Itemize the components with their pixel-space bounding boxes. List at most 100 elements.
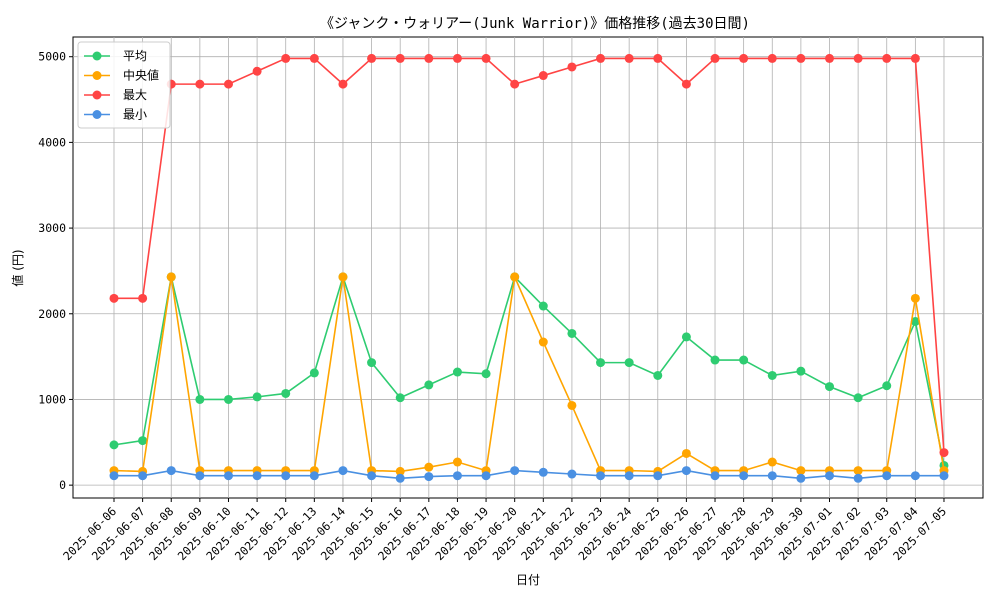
data-point (853, 473, 863, 483)
data-point (223, 79, 233, 89)
legend-label: 最大 (123, 88, 147, 102)
data-point (767, 457, 777, 467)
data-point (481, 53, 491, 63)
data-point (653, 370, 663, 380)
data-point (596, 471, 606, 481)
data-point (138, 471, 148, 481)
data-point (624, 471, 634, 481)
data-point (109, 471, 119, 481)
data-point (681, 79, 691, 89)
y-tick-label: 3000 (38, 221, 66, 235)
legend-label: 最小 (123, 108, 147, 122)
data-point (767, 370, 777, 380)
series-line (113, 274, 945, 473)
legend-label: 中央値 (123, 68, 159, 83)
data-point (653, 471, 663, 481)
data-point (567, 400, 577, 410)
chart-title: 《ジャンク・ウォリアー(Junk Warrior)》価格推移(過去30日間) (320, 16, 750, 32)
data-point (109, 440, 119, 450)
data-point (452, 367, 462, 377)
data-point (252, 66, 262, 76)
data-point (195, 394, 205, 404)
y-tick-label: 4000 (38, 135, 66, 149)
data-point (710, 471, 720, 481)
data-point (252, 471, 262, 481)
grid-lines (73, 37, 983, 498)
series-0 (109, 272, 949, 470)
data-point (338, 466, 348, 476)
data-point (567, 328, 577, 338)
data-point (109, 293, 119, 303)
data-point (882, 381, 892, 391)
data-point (853, 393, 863, 403)
series-line (113, 274, 945, 466)
y-axis-label: 値 (円) (10, 249, 25, 286)
data-point (739, 471, 749, 481)
y-tick-label: 1000 (38, 392, 66, 406)
data-point (567, 469, 577, 479)
data-point (424, 462, 434, 472)
data-point (538, 301, 548, 311)
data-point (395, 473, 405, 483)
data-point (681, 332, 691, 342)
data-point (596, 358, 606, 368)
data-point (910, 471, 920, 481)
data-point (395, 53, 405, 63)
y-axis-ticks: 0 1000 2000 3000 4000 5000 (38, 50, 73, 492)
data-point (596, 53, 606, 63)
data-point (739, 355, 749, 365)
series-lines (109, 53, 949, 483)
data-point (796, 473, 806, 483)
legend-marker (92, 71, 102, 80)
data-point (939, 471, 949, 481)
y-tick-label: 5000 (38, 50, 66, 64)
data-point (739, 53, 749, 63)
data-point (395, 466, 405, 476)
data-point (367, 471, 377, 481)
data-point (538, 71, 548, 81)
legend-marker (92, 110, 102, 119)
data-point (252, 392, 262, 402)
data-point (166, 272, 176, 282)
data-point (910, 293, 920, 303)
data-point (710, 355, 720, 365)
data-point (538, 467, 548, 477)
data-point (367, 53, 377, 63)
y-tick-label: 0 (59, 478, 66, 492)
data-point (653, 53, 663, 63)
x-axis-label: 日付 (516, 573, 540, 587)
data-point (367, 358, 377, 368)
data-point (166, 466, 176, 476)
data-point (825, 382, 834, 392)
data-point (796, 366, 806, 376)
data-point (624, 53, 634, 63)
data-point (452, 53, 462, 63)
series-2 (109, 53, 949, 458)
data-point (223, 471, 233, 481)
data-point (481, 369, 491, 379)
data-point (424, 380, 434, 390)
data-point (710, 53, 720, 63)
data-point (538, 337, 548, 347)
data-point (825, 53, 834, 63)
data-point (681, 448, 691, 458)
data-point (195, 79, 205, 89)
series-line (114, 469, 944, 480)
data-point (309, 53, 319, 63)
data-point (767, 471, 777, 481)
data-point (452, 457, 462, 467)
legend-marker (92, 90, 102, 100)
data-point (510, 272, 520, 282)
data-point (195, 471, 205, 481)
data-point (309, 471, 319, 481)
data-point (567, 62, 577, 72)
data-point (138, 436, 148, 446)
data-point (424, 53, 434, 63)
data-point (481, 471, 491, 481)
y-tick-label: 2000 (38, 307, 66, 321)
series-1 (109, 272, 949, 476)
data-point (624, 358, 634, 368)
legend-label: 平均 (123, 49, 147, 63)
data-point (853, 53, 863, 63)
